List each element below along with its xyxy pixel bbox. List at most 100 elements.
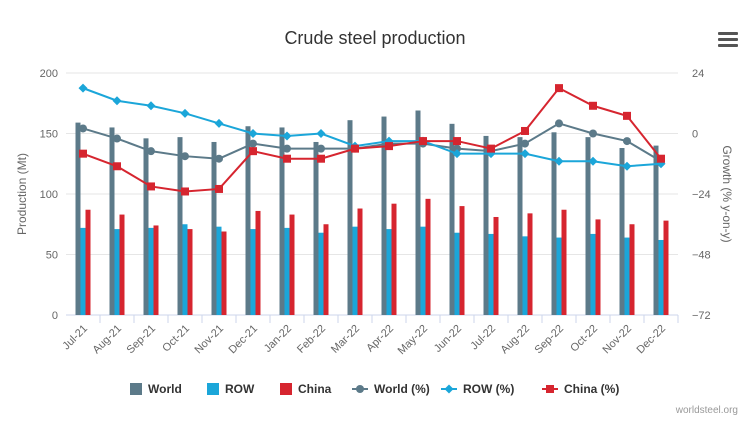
bar-world[interactable] xyxy=(211,141,217,315)
point-row-growth[interactable] xyxy=(622,161,632,171)
bar-row[interactable] xyxy=(522,236,528,315)
bar-world[interactable] xyxy=(517,137,523,315)
point-china-growth[interactable] xyxy=(487,144,495,153)
point-china-growth[interactable] xyxy=(215,184,223,193)
bar-world[interactable] xyxy=(313,141,319,315)
bar-row[interactable] xyxy=(556,237,562,315)
point-china-growth[interactable] xyxy=(589,101,597,110)
bar-row[interactable] xyxy=(352,226,358,315)
bar-world[interactable] xyxy=(347,120,353,315)
bar-row[interactable] xyxy=(658,239,664,315)
point-row-growth[interactable] xyxy=(316,129,326,138)
bar-china[interactable] xyxy=(391,203,397,315)
point-world-growth[interactable] xyxy=(521,139,529,148)
point-row-growth[interactable] xyxy=(588,156,598,166)
bar-row[interactable] xyxy=(284,227,290,315)
point-world-growth[interactable] xyxy=(249,139,257,148)
bar-china[interactable] xyxy=(561,209,567,315)
bar-world[interactable] xyxy=(75,122,81,315)
point-world-growth[interactable] xyxy=(147,147,155,156)
bar-world[interactable] xyxy=(415,110,421,315)
point-world-growth[interactable] xyxy=(623,137,631,146)
point-china-growth[interactable] xyxy=(419,137,427,146)
point-china-growth[interactable] xyxy=(351,144,359,153)
bar-row[interactable] xyxy=(386,229,392,315)
point-china-growth[interactable] xyxy=(283,154,291,163)
bar-china[interactable] xyxy=(493,216,499,315)
bar-china[interactable] xyxy=(357,208,363,315)
point-world-growth[interactable] xyxy=(283,144,291,153)
bar-china[interactable] xyxy=(663,220,669,315)
legend-item-china-growth[interactable]: China (%) xyxy=(542,382,619,396)
bar-china[interactable] xyxy=(221,231,227,315)
bar-china[interactable] xyxy=(459,206,465,315)
point-china-growth[interactable] xyxy=(521,126,529,135)
point-world-growth[interactable] xyxy=(113,134,121,143)
bar-world[interactable] xyxy=(143,138,149,315)
point-world-growth[interactable] xyxy=(215,154,223,163)
bar-china[interactable] xyxy=(153,225,159,315)
point-row-growth[interactable] xyxy=(146,101,156,111)
bar-china[interactable] xyxy=(289,214,295,315)
bar-world[interactable] xyxy=(551,132,557,315)
point-china-growth[interactable] xyxy=(657,154,665,163)
bar-china[interactable] xyxy=(187,229,193,315)
point-china-growth[interactable] xyxy=(623,111,631,120)
bar-row[interactable] xyxy=(216,226,222,315)
bar-world[interactable] xyxy=(483,135,489,315)
bar-china[interactable] xyxy=(629,224,635,315)
bar-row[interactable] xyxy=(114,229,120,315)
bar-world[interactable] xyxy=(381,116,387,315)
bar-row[interactable] xyxy=(148,227,154,315)
bar-row[interactable] xyxy=(420,226,426,315)
bar-row[interactable] xyxy=(488,233,494,315)
bar-world[interactable] xyxy=(245,126,251,316)
bar-world[interactable] xyxy=(109,127,115,315)
point-row-growth[interactable] xyxy=(180,108,190,118)
point-china-growth[interactable] xyxy=(317,154,325,163)
legend-item-row-growth[interactable]: ROW (%) xyxy=(441,382,514,396)
point-world-growth[interactable] xyxy=(555,119,563,128)
bar-world[interactable] xyxy=(449,123,455,315)
legend-item-row[interactable]: ROW xyxy=(207,382,255,396)
bar-china[interactable] xyxy=(595,219,601,315)
bar-world[interactable] xyxy=(177,137,183,315)
legend-item-china[interactable]: China xyxy=(280,382,332,396)
credit-link[interactable]: worldsteel.org xyxy=(675,405,738,416)
bar-world[interactable] xyxy=(653,145,659,315)
bar-china[interactable] xyxy=(323,224,329,315)
legend-marker[interactable] xyxy=(444,384,454,394)
bar-china[interactable] xyxy=(85,209,91,315)
point-world-growth[interactable] xyxy=(589,129,597,138)
point-china-growth[interactable] xyxy=(79,149,87,158)
point-row-growth[interactable] xyxy=(112,96,122,106)
point-china-growth[interactable] xyxy=(453,137,461,146)
bar-china[interactable] xyxy=(527,213,533,315)
bar-row[interactable] xyxy=(182,224,188,315)
legend-item-world[interactable]: World xyxy=(130,382,182,396)
bar-china[interactable] xyxy=(119,214,125,315)
bar-world[interactable] xyxy=(279,127,285,315)
bar-world[interactable] xyxy=(585,137,591,315)
point-china-growth[interactable] xyxy=(249,147,257,156)
point-row-growth[interactable] xyxy=(452,149,462,159)
point-row-growth[interactable] xyxy=(248,129,258,138)
chart-menu-button[interactable] xyxy=(718,30,738,50)
legend-item-world-growth[interactable]: World (%) xyxy=(352,382,430,396)
bar-row[interactable] xyxy=(250,229,256,315)
point-china-growth[interactable] xyxy=(181,187,189,196)
point-world-growth[interactable] xyxy=(453,144,461,153)
bar-row[interactable] xyxy=(80,227,86,315)
point-china-growth[interactable] xyxy=(555,84,563,93)
point-row-growth[interactable] xyxy=(214,118,224,128)
point-row-growth[interactable] xyxy=(282,131,292,141)
bar-china[interactable] xyxy=(425,198,431,315)
point-world-growth[interactable] xyxy=(317,144,325,153)
point-china-growth[interactable] xyxy=(147,182,155,191)
bar-china[interactable] xyxy=(255,210,261,315)
bar-world[interactable] xyxy=(619,148,625,315)
legend-marker[interactable] xyxy=(546,385,554,393)
point-world-growth[interactable] xyxy=(181,152,189,161)
bar-row[interactable] xyxy=(454,232,460,315)
legend-marker[interactable] xyxy=(356,385,364,393)
